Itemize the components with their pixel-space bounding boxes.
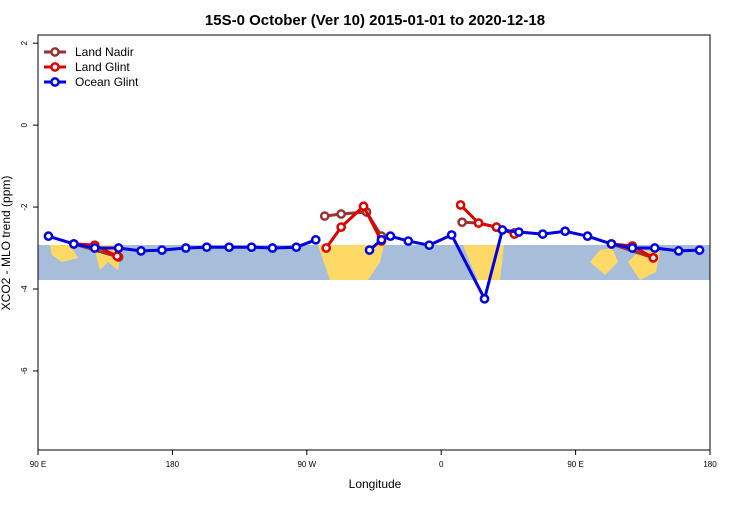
series-line bbox=[324, 203, 383, 249]
point bbox=[457, 217, 467, 228]
point bbox=[336, 209, 346, 219]
y-tick-label: -4 bbox=[20, 285, 29, 293]
point bbox=[113, 243, 124, 253]
point bbox=[358, 201, 369, 212]
point bbox=[321, 243, 332, 253]
x-tick-label: 180 bbox=[166, 460, 180, 469]
y-tick-label: -2 bbox=[20, 203, 29, 211]
point bbox=[424, 240, 435, 251]
point bbox=[157, 245, 167, 255]
point bbox=[336, 222, 346, 232]
land bbox=[590, 248, 618, 275]
x-tick-label: 0 bbox=[439, 460, 444, 469]
legend-marker bbox=[50, 77, 60, 87]
point bbox=[89, 243, 100, 253]
point bbox=[649, 243, 660, 253]
y-tick-label: 2 bbox=[20, 40, 29, 45]
point bbox=[201, 242, 212, 253]
legend-label: Land Nadir bbox=[75, 45, 134, 59]
point bbox=[606, 239, 617, 249]
point bbox=[291, 242, 302, 253]
point bbox=[582, 231, 593, 242]
x-tick-label: 90 W bbox=[297, 460, 316, 469]
point bbox=[627, 243, 638, 253]
y-tick-label: 0 bbox=[20, 122, 29, 127]
point bbox=[648, 253, 659, 263]
point bbox=[246, 242, 257, 253]
x-tick-label: 180 bbox=[703, 460, 717, 469]
point bbox=[43, 231, 54, 242]
x-axis-label: Longitude bbox=[349, 477, 402, 491]
point bbox=[479, 293, 490, 304]
point bbox=[694, 245, 705, 255]
y-tick-label: -6 bbox=[20, 367, 29, 375]
chart-title: 15S-0 October (Ver 10) 2015-01-01 to 202… bbox=[205, 12, 545, 29]
point bbox=[385, 231, 396, 242]
x-tick-label: 90 E bbox=[30, 460, 46, 469]
point bbox=[673, 246, 684, 256]
land bbox=[463, 245, 504, 280]
x-tick-label: 90 E bbox=[567, 460, 583, 469]
legend-label: Land Glint bbox=[75, 60, 130, 74]
point bbox=[473, 218, 484, 228]
point bbox=[364, 245, 375, 255]
legend-marker bbox=[50, 62, 60, 72]
series bbox=[43, 225, 705, 304]
legend-marker bbox=[50, 47, 60, 57]
point bbox=[180, 243, 191, 253]
point bbox=[136, 246, 146, 256]
plot-frame bbox=[37, 34, 711, 451]
point bbox=[446, 230, 457, 240]
point bbox=[455, 200, 466, 210]
point bbox=[376, 234, 387, 245]
point bbox=[560, 226, 570, 237]
point bbox=[319, 211, 330, 221]
point bbox=[224, 242, 234, 253]
point bbox=[497, 225, 508, 235]
legend-label: Ocean Glint bbox=[75, 75, 139, 89]
land bbox=[50, 245, 78, 262]
point bbox=[112, 251, 122, 262]
point bbox=[403, 236, 414, 246]
point bbox=[514, 227, 524, 237]
point bbox=[537, 229, 548, 239]
point bbox=[267, 243, 278, 253]
point bbox=[68, 239, 79, 249]
point bbox=[310, 234, 321, 245]
y-axis-label: XCO2 - MLO trend (ppm) bbox=[0, 176, 13, 311]
